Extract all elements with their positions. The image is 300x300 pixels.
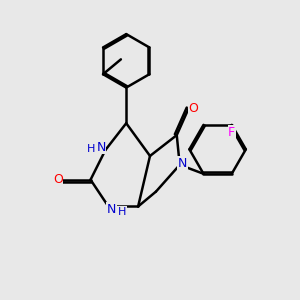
Text: H: H [87,144,95,154]
Text: O: O [53,173,63,186]
Text: O: O [188,102,198,115]
Text: N: N [96,140,106,154]
Text: F: F [228,126,235,139]
Text: N: N [107,203,116,216]
Text: H: H [118,207,126,217]
Text: N: N [178,157,188,170]
